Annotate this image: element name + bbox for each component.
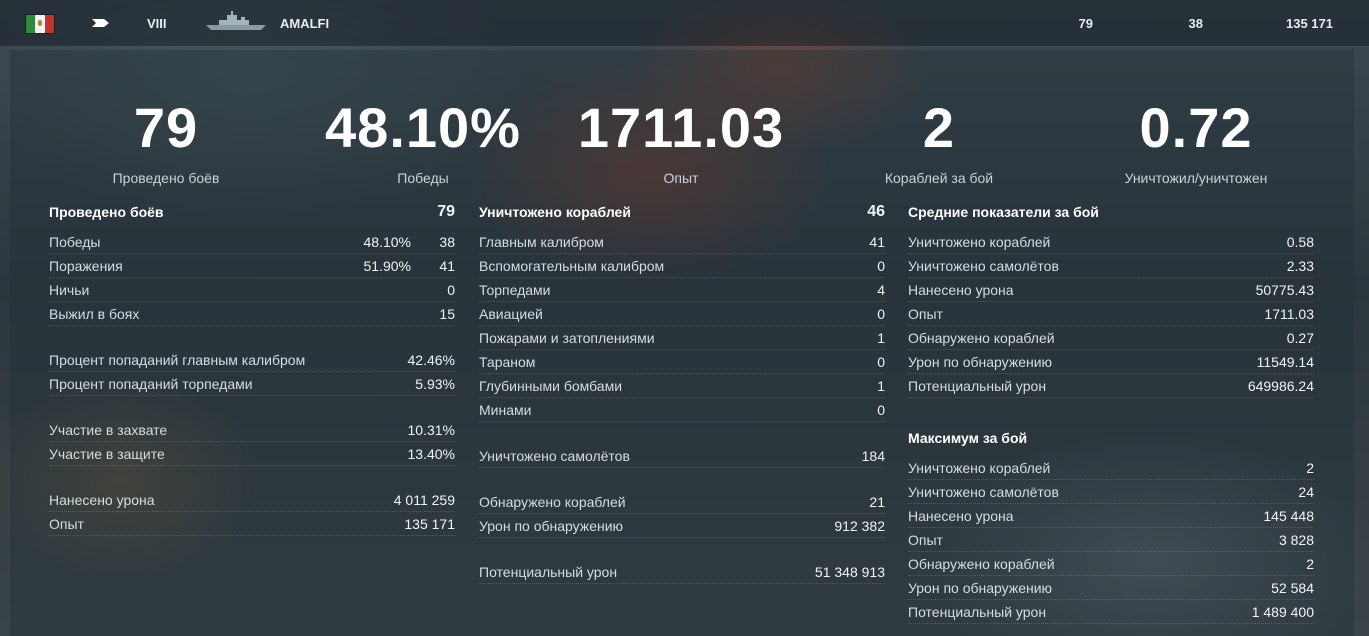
- battles-header: Проведено боёв 79: [49, 203, 455, 220]
- stat-row-survived: Выжил в боях 15: [49, 302, 455, 326]
- averages-column: Средние показатели за бой Уничтожено кор…: [908, 200, 1314, 624]
- summary-value: 79: [133, 96, 199, 159]
- avg-row-xp: Опыт 1711.03: [908, 302, 1314, 326]
- stat-row-kills-fire-flooding: Пожарами и затоплениями 1: [479, 326, 885, 350]
- max-row-planes-destroyed: Уничтожено самолётов 24: [908, 480, 1314, 504]
- stat-row-potential-damage: Потенциальный урон 51 348 913: [479, 560, 885, 584]
- stat-row-xp: Опыт 135 171: [49, 512, 455, 536]
- max-row-xp: Опыт 3 828: [908, 528, 1314, 552]
- stat-row-planes-destroyed: Уничтожено самолётов 184: [479, 444, 885, 468]
- header-battles: 79: [1078, 16, 1093, 31]
- stat-row-capture: Участие в захвате 10.31%: [49, 418, 455, 442]
- summary-value: 1711.03: [577, 96, 785, 159]
- summary-label: Опыт: [663, 170, 699, 186]
- summary-value: 2: [922, 96, 956, 159]
- max-row-ships-spotted: Обнаружено кораблей 2: [908, 552, 1314, 576]
- stat-row-torpedo-hit-rate: Процент попаданий торпедами 5.93%: [49, 372, 455, 396]
- max-row-damage: Нанесено урона 145 448: [908, 504, 1314, 528]
- avg-row-spotting-damage: Урон по обнаружению 11549.14: [908, 350, 1314, 374]
- stat-row-kills-main-battery: Главным калибром 41: [479, 230, 885, 254]
- summary-value: 48.10%: [325, 96, 521, 159]
- avg-row-planes-destroyed: Уничтожено самолётов 2.33: [908, 254, 1314, 278]
- battles-column: Проведено боёв 79 Победы 48.10% 38 Пораж…: [49, 200, 455, 536]
- kills-header: Уничтожено кораблей 46: [479, 203, 885, 220]
- avg-row-ships-destroyed: Уничтожено кораблей 0.58: [908, 230, 1314, 254]
- ship-silhouette-icon: [206, 11, 266, 30]
- ship-header-bar: VIII AMALFI 79 38 135 171: [0, 0, 1369, 46]
- italy-flag-icon: [25, 14, 55, 34]
- stat-row-kills-torpedoes: Торпедами 4: [479, 278, 885, 302]
- stat-row-main-battery-hit-rate: Процент попаданий главным калибром 42.46…: [49, 348, 455, 372]
- max-row-spotting-damage: Урон по обнаружению 52 584: [908, 576, 1314, 600]
- ship-tier: VIII: [147, 16, 167, 31]
- avg-row-potential-damage: Потенциальный урон 649986.24: [908, 374, 1314, 398]
- max-header: Максимум за бой: [908, 430, 1028, 446]
- max-row-potential-damage: Потенциальный урон 1 489 400: [908, 600, 1314, 624]
- stat-row-kills-aviation: Авиацией 0: [479, 302, 885, 326]
- summary-label: Уничтожил/уничтожен: [1124, 170, 1268, 186]
- stat-row-spotting-damage: Урон по обнаружению 912 382: [479, 514, 885, 538]
- header-xp: 135 171: [1286, 16, 1333, 31]
- stat-row-draws: Ничьи 0: [49, 278, 455, 302]
- cruiser-class-icon: [92, 19, 109, 27]
- header-frags: 38: [1188, 16, 1203, 31]
- stat-row-ships-spotted: Обнаружено кораблей 21: [479, 490, 885, 514]
- summary-label: Победы: [397, 170, 449, 186]
- summary-label: Кораблей за бой: [884, 170, 994, 186]
- ship-name: AMALFI: [280, 16, 330, 31]
- avg-row-ships-spotted: Обнаружено кораблей 0.27: [908, 326, 1314, 350]
- stat-row-defense: Участие в защите 13.40%: [49, 442, 455, 466]
- stat-row-damage-dealt: Нанесено урона 4 011 259: [49, 488, 455, 512]
- averages-header: Средние показатели за бой: [908, 204, 1099, 220]
- kills-column: Уничтожено кораблей 46 Главным калибром …: [479, 200, 885, 584]
- avg-row-damage: Нанесено урона 50775.43: [908, 278, 1314, 302]
- stats-panel: [10, 50, 1354, 636]
- stat-row-losses: Поражения 51.90% 41: [49, 254, 455, 278]
- summary-label: Проведено боёв: [112, 170, 220, 186]
- max-row-ships-destroyed: Уничтожено кораблей 2: [908, 456, 1314, 480]
- stat-row-kills-ram: Тараном 0: [479, 350, 885, 374]
- stat-row-kills-mines: Минами 0: [479, 398, 885, 422]
- stat-row-wins: Победы 48.10% 38: [49, 230, 455, 254]
- summary-value: 0.72: [1139, 96, 1253, 159]
- stat-row-kills-secondary: Вспомогательным калибром 0: [479, 254, 885, 278]
- stat-row-kills-depth-charges: Глубинными бомбами 1: [479, 374, 885, 398]
